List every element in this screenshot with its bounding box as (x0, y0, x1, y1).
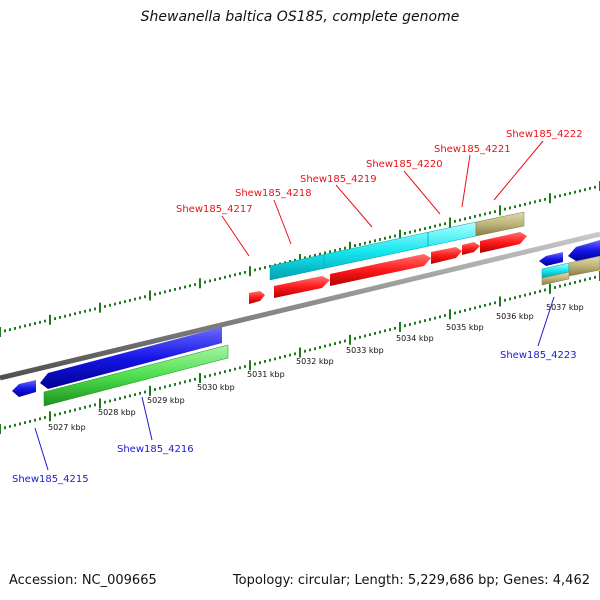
inner-tick-ruler (0, 271, 600, 434)
gene-shew185-4215-arrow (12, 380, 36, 397)
leader-line (461, 154, 471, 208)
kbp-label: 5033 kbp (346, 346, 384, 355)
leader-line (335, 184, 373, 228)
gene-shew185-4221-arrow (462, 242, 480, 255)
top-gene-labels: Shew185_4217 Shew185_4218 Shew185_4219 S… (176, 129, 583, 257)
kbp-label: 5037 kbp (546, 303, 584, 312)
green-feature-reverse (43, 344, 229, 407)
gene-label-shew185-4220: Shew185_4220 (366, 159, 443, 170)
tan-feature-forward (475, 211, 525, 237)
gene-label-shew185-4217: Shew185_4217 (176, 204, 253, 215)
gene-shew185-4218-arrow (274, 276, 330, 298)
bottom-gene-labels: Shew185_4215 Shew185_4216 Shew185_4223 (12, 296, 577, 485)
gene-shew185-4217-arrow (249, 291, 265, 304)
tan-feature-right (568, 255, 600, 277)
gene-label-shew185-4215: Shew185_4215 (12, 474, 89, 485)
leader-line (403, 170, 441, 215)
gene-shew185-4220-arrow (431, 247, 462, 264)
gene-label-shew185-4216: Shew185_4216 (117, 444, 194, 455)
gene-shew185-4219-arrow (330, 254, 431, 286)
kbp-label: 5027 kbp (48, 423, 86, 432)
gene-shew185-4216-arrow (40, 327, 222, 389)
leader-line (273, 199, 292, 245)
gene-shew185-4222-arrow (480, 232, 527, 253)
kbp-label: 5034 kbp (396, 334, 434, 343)
leader-line (221, 215, 250, 257)
accession-text: Accession: NC_009665 (9, 573, 157, 588)
gene-label-shew185-4223: Shew185_4223 (500, 350, 577, 361)
outer-tick-ruler (0, 181, 600, 337)
kbp-label: 5035 kbp (446, 323, 484, 332)
kbp-label: 5032 kbp (296, 357, 334, 366)
tan-feature-right-lower (541, 271, 570, 286)
gene-label-shew185-4222: Shew185_4222 (506, 129, 583, 140)
leader-line (493, 140, 544, 201)
gene-label-shew185-4221: Shew185_4221 (434, 144, 511, 155)
kbp-label: 5028 kbp (98, 408, 136, 417)
kbp-label: 5036 kbp (496, 312, 534, 321)
leader-line (141, 396, 153, 441)
leader-line (537, 296, 555, 347)
kbp-label: 5031 kbp (247, 370, 285, 379)
kbp-labels: 5027 kbp 5028 kbp 5029 kbp 5030 kbp 5031… (48, 303, 584, 432)
kbp-label: 5029 kbp (147, 396, 185, 405)
gene-label-shew185-4219: Shew185_4219 (300, 174, 377, 185)
genome-title: Shewanella baltica OS185, complete genom… (140, 9, 460, 25)
leader-line (34, 427, 49, 471)
genome-backbone (0, 231, 600, 381)
genome-summary-text: Topology: circular; Length: 5,229,686 bp… (232, 573, 590, 588)
kbp-label: 5030 kbp (197, 383, 235, 392)
gene-label-shew185-4218: Shew185_4218 (235, 188, 312, 199)
gene-shew185-4223-arrow (539, 252, 563, 266)
blue-feature-right (568, 240, 600, 261)
